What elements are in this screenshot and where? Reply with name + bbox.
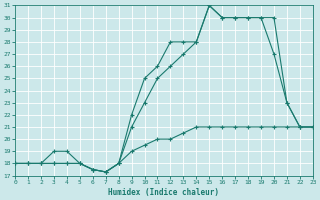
X-axis label: Humidex (Indice chaleur): Humidex (Indice chaleur)	[108, 188, 220, 197]
